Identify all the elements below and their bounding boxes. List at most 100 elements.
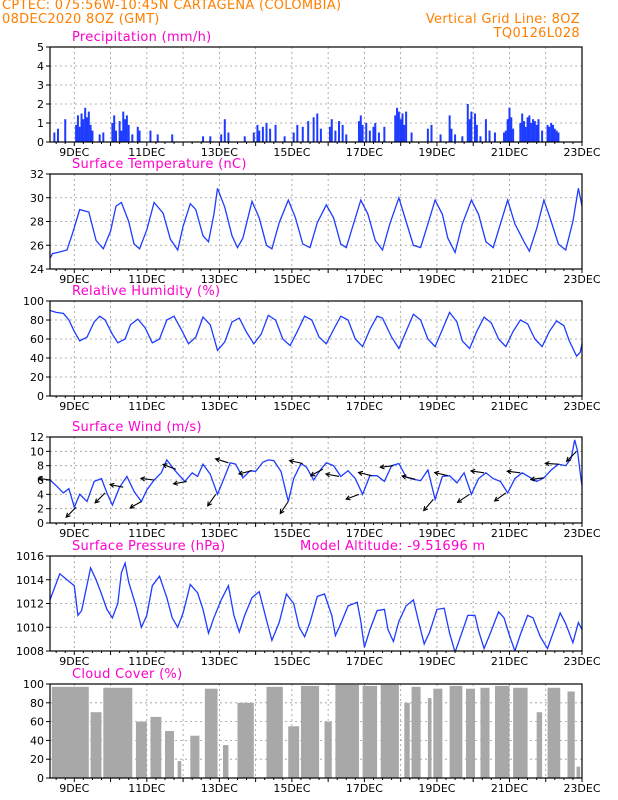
precip-bar: [258, 130, 261, 142]
precip-bar: [448, 115, 451, 142]
temp-xtick-label: 17DEC: [346, 273, 383, 286]
precip-bar: [488, 130, 491, 142]
precip-bar: [330, 119, 333, 142]
precip-bar: [243, 136, 246, 142]
precip-xtick-label: 17DEC: [346, 146, 383, 159]
precip-bar: [439, 134, 442, 142]
precip-bar: [537, 119, 540, 142]
precip-bar: [510, 117, 513, 142]
precip-bar: [377, 132, 380, 142]
cloud-ytick-label: 0: [37, 772, 44, 785]
humidity-xtick-label: 15DEC: [273, 400, 310, 413]
pressure-data: [50, 560, 582, 651]
temp-xtick-label: 21DEC: [491, 273, 528, 286]
wind-arrow: [288, 458, 303, 465]
precip-bar: [265, 123, 268, 142]
precip-ytick-label: 0: [37, 136, 44, 149]
cloud-bar: [411, 686, 421, 778]
precip-bar: [484, 119, 487, 142]
wind-ytick-label: 12: [30, 431, 44, 444]
cloud-xtick-label: 9DEC: [59, 782, 89, 795]
precip-bar: [474, 113, 477, 142]
precip-xtick-label: 11DEC: [128, 146, 165, 159]
pressure-xtick-label: 9DEC: [59, 655, 89, 668]
cloud-bar: [335, 684, 359, 778]
cloud-xtick-label: 17DEC: [346, 782, 383, 795]
precip-bar: [138, 130, 141, 142]
cloud-title: Cloud Cover (%): [72, 667, 182, 682]
precip-bar: [506, 119, 509, 142]
precip-bar: [430, 124, 433, 142]
precip-bar: [468, 119, 471, 142]
precip-bar: [120, 130, 123, 142]
wind-xtick-label: 13DEC: [201, 527, 238, 540]
wind-arrow: [139, 476, 155, 482]
pressure-ytick-label: 1016: [16, 550, 44, 563]
precip-bar: [450, 128, 453, 142]
humidity-ytick-label: 0: [37, 390, 44, 403]
cloud-bar: [494, 685, 510, 778]
pressure-panel: 1008 1010 1012 1014 1016 9DEC 11DEC 13DEC 15DEC 1…: [16, 539, 601, 668]
precip-ytick-label: 2: [37, 98, 44, 111]
precip-bar: [553, 128, 556, 142]
precip-bar: [403, 124, 406, 142]
cloud-ytick-label: 20: [30, 753, 44, 766]
pressure-ytick-label: 1008: [16, 645, 44, 658]
temp-panel: 24 26 28 30 32 9DEC 11DEC 13DEC 15DEC 17DEC 19DEC 2…: [30, 157, 601, 286]
header-model-id: TQ0126L028: [493, 26, 580, 41]
precip-bar: [75, 124, 78, 142]
precip-bar: [470, 111, 473, 142]
precip-bar: [102, 132, 105, 142]
cloud-ytick-label: 40: [30, 734, 44, 747]
wind-arrow: [422, 498, 434, 512]
precip-ytick-label: 5: [37, 41, 44, 54]
precip-bar: [504, 130, 507, 142]
cloud-bar: [380, 684, 399, 778]
cloud-ytick-label: 100: [23, 678, 44, 691]
precip-bar: [122, 111, 125, 142]
precip-bar: [535, 124, 538, 142]
wind-ytick-label: 4: [37, 488, 44, 501]
wind-title: Surface Wind (m/s): [72, 420, 202, 435]
wind-arrow: [400, 474, 416, 480]
precip-bar: [252, 132, 255, 142]
pressure-ytick-label: 1012: [16, 598, 44, 611]
cloud-bar: [567, 691, 575, 778]
precip-bar: [156, 134, 159, 142]
humidity-xtick-label: 19DEC: [418, 400, 455, 413]
precip-bar: [223, 119, 226, 142]
precip-bar: [524, 126, 527, 142]
wind-arrow: [207, 494, 217, 507]
precip-bar: [76, 115, 79, 142]
precip-bar: [89, 124, 92, 142]
wind-xtick-label: 23DEC: [563, 527, 600, 540]
humidity-ytick-label: 60: [30, 333, 44, 346]
pressure-annotation: Model Altitude: -9.51696 m: [300, 539, 486, 554]
cloud-bar: [449, 685, 463, 778]
wind-arrow: [544, 461, 559, 467]
precip-bar: [256, 124, 259, 142]
precip-bar: [85, 117, 88, 142]
precip-bar: [296, 124, 299, 142]
precip-bar: [269, 128, 272, 142]
temp-xtick-label: 13DEC: [201, 273, 238, 286]
wind-arrow: [129, 501, 142, 509]
wind-arrow: [109, 482, 124, 488]
precip-bar: [78, 126, 81, 142]
cloud-panel: 0 20 40 60 80 100 9DEC 11DEC 13DEC 15DEC 17DEC 19DE…: [23, 667, 601, 795]
cloud-bar: [164, 731, 175, 778]
humidity-xtick-label: 11DEC: [128, 400, 165, 413]
precip-bar: [209, 136, 212, 142]
precip-bar: [454, 134, 457, 142]
humidity-frame: [49, 300, 583, 397]
precip-panel: 0 1 2 3 4 5 9DEC 11DEC 13DEC 15DEC 17DEC 19DEC 21DEC…: [37, 30, 601, 159]
temp-title: Surface Temperature (nC): [72, 157, 247, 172]
humidity-series-line: [50, 309, 582, 358]
precip-bar: [84, 107, 87, 142]
cloud-bar: [465, 688, 476, 778]
wind-arrow: [324, 472, 340, 478]
wind-arrow: [469, 468, 485, 475]
precip-bar: [383, 126, 386, 142]
precip-bar: [533, 121, 536, 142]
precip-bar: [338, 121, 341, 142]
